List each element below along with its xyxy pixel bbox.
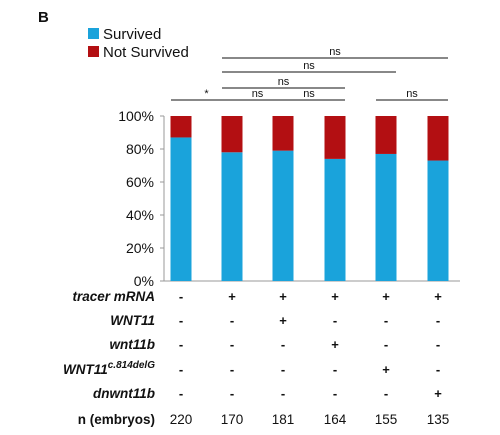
significance-brackets: * ns ns ns ns ns ns xyxy=(171,46,448,101)
legend-label-0: Survived xyxy=(103,26,161,43)
condition-label-text: WNT11 xyxy=(63,362,108,377)
y-tick-label-5: 100% xyxy=(118,108,154,124)
n-label: n (embryos) xyxy=(78,412,155,427)
condition-mark-5-3: - xyxy=(281,386,285,401)
sig-label-0: * xyxy=(204,88,209,100)
condition-mark-4-2: - xyxy=(230,362,234,377)
condition-mark-3-6: - xyxy=(436,337,440,352)
condition-mark-4-4: - xyxy=(333,362,337,377)
legend-label-1: Not Survived xyxy=(103,44,189,61)
legend-swatch-1 xyxy=(88,46,99,57)
condition-mark-1-6: + xyxy=(434,289,442,304)
y-tick-label-1: 20% xyxy=(126,240,154,256)
sig-label-4: ns xyxy=(278,76,290,88)
condition-mark-3-3: - xyxy=(281,337,285,352)
y-tick-label-3: 60% xyxy=(126,174,154,190)
condition-table: tracer mRNA - + + + + + WNT11 - - + - - - wnt11b - - - + - -… xyxy=(63,289,449,427)
condition-mark-1-4: + xyxy=(331,289,339,304)
condition-label-superscript: c.814delG xyxy=(108,360,155,371)
bar-not-survived-6 xyxy=(427,116,449,161)
condition-mark-2-1: - xyxy=(179,313,183,328)
n-value-6: 135 xyxy=(427,412,450,427)
bar-survived-6 xyxy=(427,160,449,281)
condition-mark-2-5: - xyxy=(384,313,388,328)
sig-label-1: ns xyxy=(252,88,264,100)
panel-label: B xyxy=(38,9,49,26)
condition-label-2: WNT11 xyxy=(110,313,155,328)
condition-label-1: tracer mRNA xyxy=(72,289,155,304)
condition-mark-4-3: - xyxy=(281,362,285,377)
y-tick-label-2: 40% xyxy=(126,207,154,223)
condition-label-3: wnt11b xyxy=(109,337,155,352)
condition-mark-1-3: + xyxy=(279,289,287,304)
condition-mark-5-5: - xyxy=(384,386,388,401)
y-tick-label-4: 80% xyxy=(126,141,154,157)
bar-not-survived-3 xyxy=(272,116,294,151)
condition-mark-5-4: - xyxy=(333,386,337,401)
condition-label-text: wnt11b xyxy=(109,337,155,352)
bar-survived-2 xyxy=(221,152,243,281)
bar-survived-3 xyxy=(272,150,294,281)
n-value-3: 181 xyxy=(272,412,295,427)
condition-mark-3-5: - xyxy=(384,337,388,352)
y-tick-label-0: 0% xyxy=(134,273,154,289)
bar-not-survived-5 xyxy=(375,116,397,154)
condition-mark-2-6: - xyxy=(436,313,440,328)
sig-label-6: ns xyxy=(329,46,341,58)
condition-mark-1-1: - xyxy=(179,289,183,304)
condition-mark-4-5: + xyxy=(382,362,390,377)
y-axis: 0% 20% 40% 60% 80% 100% xyxy=(118,108,460,289)
bar-survived-5 xyxy=(375,153,397,281)
condition-label-text: dnwnt11b xyxy=(93,386,155,401)
sig-label-3: ns xyxy=(406,88,418,100)
condition-mark-1-5: + xyxy=(382,289,390,304)
bar-not-survived-2 xyxy=(221,116,243,153)
sig-label-5: ns xyxy=(303,60,315,72)
condition-label-4: WNT11c.814delG xyxy=(63,360,155,377)
condition-mark-2-2: - xyxy=(230,313,234,328)
bar-not-survived-4 xyxy=(324,116,346,159)
condition-mark-5-6: + xyxy=(434,386,442,401)
condition-label-5: dnwnt11b xyxy=(93,386,155,401)
sig-label-2: ns xyxy=(303,88,315,100)
condition-label-text: tracer mRNA xyxy=(72,289,155,304)
condition-label-text: WNT11 xyxy=(110,313,155,328)
n-value-5: 155 xyxy=(375,412,398,427)
n-value-4: 164 xyxy=(324,412,347,427)
condition-mark-3-1: - xyxy=(179,337,183,352)
condition-mark-3-4: + xyxy=(331,337,339,352)
condition-mark-2-4: - xyxy=(333,313,337,328)
condition-mark-3-2: - xyxy=(230,337,234,352)
condition-mark-4-6: - xyxy=(436,362,440,377)
bars xyxy=(170,116,449,281)
bar-survived-4 xyxy=(324,158,346,281)
condition-mark-5-2: - xyxy=(230,386,234,401)
condition-mark-4-1: - xyxy=(179,362,183,377)
condition-mark-2-3: + xyxy=(279,313,287,328)
bar-not-survived-1 xyxy=(170,116,192,138)
n-value-1: 220 xyxy=(170,412,193,427)
n-value-2: 170 xyxy=(221,412,244,427)
legend-swatch-0 xyxy=(88,28,99,39)
condition-mark-5-1: - xyxy=(179,386,183,401)
bar-survived-1 xyxy=(170,137,192,281)
condition-mark-1-2: + xyxy=(228,289,236,304)
